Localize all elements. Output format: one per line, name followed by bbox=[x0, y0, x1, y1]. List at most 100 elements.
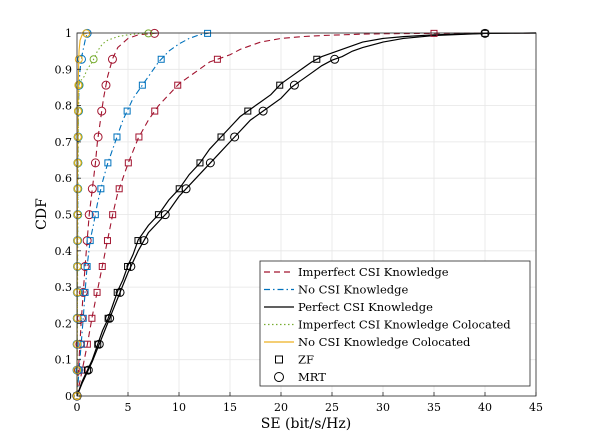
marker-square bbox=[86, 237, 94, 245]
marker-square bbox=[174, 81, 182, 89]
x-tick-label: 0 bbox=[74, 401, 81, 414]
marker-circle bbox=[90, 158, 100, 168]
marker-square bbox=[88, 314, 96, 322]
series-line-imperfect-mrt bbox=[76, 32, 159, 397]
y-tick-label: 0.6 bbox=[55, 172, 73, 185]
marker-square bbox=[157, 55, 165, 63]
marker-circle bbox=[73, 132, 82, 141]
marker-square bbox=[94, 340, 102, 348]
legend-square-icon bbox=[275, 355, 283, 364]
series-line-perfect-mrt bbox=[76, 32, 537, 397]
y-tick-label: 0.9 bbox=[55, 63, 73, 76]
marker-square bbox=[109, 211, 117, 219]
marker-circle bbox=[126, 261, 136, 271]
marker-square bbox=[91, 211, 99, 219]
series-line-imperfect-zf bbox=[76, 32, 537, 397]
marker-square bbox=[93, 288, 101, 296]
x-tick-label: 40 bbox=[478, 401, 492, 414]
marker-circle bbox=[330, 54, 340, 64]
marker-circle bbox=[94, 339, 104, 349]
marker-circle bbox=[82, 236, 92, 246]
marker-square bbox=[135, 133, 143, 141]
marker-circle bbox=[101, 80, 111, 90]
y-tick-label: 0 bbox=[65, 390, 72, 403]
y-tick-label: 0.4 bbox=[55, 245, 73, 258]
x-tick-labels: 0 5 10 15 20 25 30 35 40 45 bbox=[74, 392, 543, 414]
marker-square bbox=[134, 237, 142, 245]
x-tick-label: 15 bbox=[223, 401, 237, 414]
x-tick-label: 20 bbox=[274, 401, 288, 414]
marker-circle bbox=[258, 106, 268, 116]
y-tick-label: 0.8 bbox=[55, 100, 73, 113]
x-tick-label: 5 bbox=[125, 401, 132, 414]
marker-square bbox=[104, 159, 112, 167]
legend-label-imperfect_colocated: Imperfect CSI Knowledge Colocated bbox=[298, 318, 511, 332]
legend-label-no_csi: No CSI Knowledge bbox=[298, 283, 408, 297]
marker-circle bbox=[289, 80, 299, 90]
marker-square bbox=[98, 262, 106, 270]
marker-circle bbox=[84, 210, 94, 220]
marker-square bbox=[83, 262, 91, 270]
marker-circle bbox=[83, 365, 93, 375]
y-tick-label: 0.2 bbox=[55, 317, 73, 330]
marker-square bbox=[196, 159, 204, 167]
marker-square bbox=[113, 133, 121, 141]
legend-label-zf: ZF bbox=[298, 353, 314, 367]
y-axis-label: CDF bbox=[34, 198, 50, 230]
marker-square bbox=[276, 81, 284, 89]
marker-square bbox=[115, 185, 123, 193]
y-tick-label: 0.1 bbox=[55, 354, 73, 367]
x-tick-label: 45 bbox=[529, 401, 543, 414]
x-axis-label: SE (bit/s/Hz) bbox=[261, 416, 351, 432]
marker-circle bbox=[87, 184, 97, 194]
marker-circle bbox=[73, 107, 82, 116]
marker-circle bbox=[181, 184, 191, 194]
marker-circle bbox=[105, 313, 115, 323]
marker-circle bbox=[74, 81, 83, 90]
marker-square bbox=[97, 185, 105, 193]
x-tick-label: 30 bbox=[376, 401, 390, 414]
series-line-imperfect_colocated bbox=[76, 32, 159, 397]
legend: Imperfect CSI Knowledge No CSI Knowledge P… bbox=[259, 260, 531, 387]
marker-circle bbox=[139, 236, 149, 246]
marker-square bbox=[151, 107, 159, 115]
x-tick-label: 25 bbox=[325, 401, 339, 414]
marker-square bbox=[138, 81, 146, 89]
marker-square bbox=[81, 288, 89, 296]
series-line-perfect-zf bbox=[76, 32, 537, 397]
legend-circle-icon bbox=[274, 372, 284, 382]
marker-square bbox=[124, 159, 132, 167]
marker-square bbox=[103, 237, 111, 245]
marker-square bbox=[123, 107, 131, 115]
marker-square bbox=[313, 55, 321, 63]
y-tick-label: 0.3 bbox=[55, 281, 73, 294]
x-tick-label: 35 bbox=[427, 401, 441, 414]
marker-circle bbox=[74, 55, 83, 64]
marker-circle bbox=[76, 313, 86, 323]
marker-circle bbox=[97, 106, 107, 116]
marker-circle bbox=[73, 184, 82, 193]
legend-label-mrt: MRT bbox=[298, 370, 326, 384]
marker-square bbox=[244, 107, 252, 115]
series-line-no_csi-zf bbox=[76, 32, 210, 397]
marker-circle bbox=[230, 132, 240, 142]
marker-square bbox=[77, 340, 85, 348]
y-tick-label: 0.5 bbox=[55, 209, 73, 222]
marker-square bbox=[104, 314, 112, 322]
marker-circle bbox=[89, 55, 98, 64]
marker-circle bbox=[93, 132, 103, 142]
x-tick-label: 10 bbox=[172, 401, 186, 414]
y-tick-label: 1 bbox=[65, 27, 72, 40]
legend-label-perfect: Perfect CSI Knowledge bbox=[298, 300, 433, 314]
marker-square bbox=[217, 133, 225, 141]
marker-circle bbox=[160, 210, 170, 220]
marker-circle bbox=[76, 54, 86, 64]
marker-square bbox=[213, 55, 221, 63]
y-tick-labels: 0 0.1 0.2 0.3 0.4 0.5 0.6 0.7 0.8 0.9 1 bbox=[55, 27, 81, 403]
marker-circle bbox=[78, 287, 88, 297]
marker-circle bbox=[73, 158, 82, 167]
marker-circle bbox=[205, 158, 215, 168]
legend-label-imperfect: Imperfect CSI Knowledge bbox=[298, 265, 449, 279]
legend-box bbox=[259, 260, 531, 387]
